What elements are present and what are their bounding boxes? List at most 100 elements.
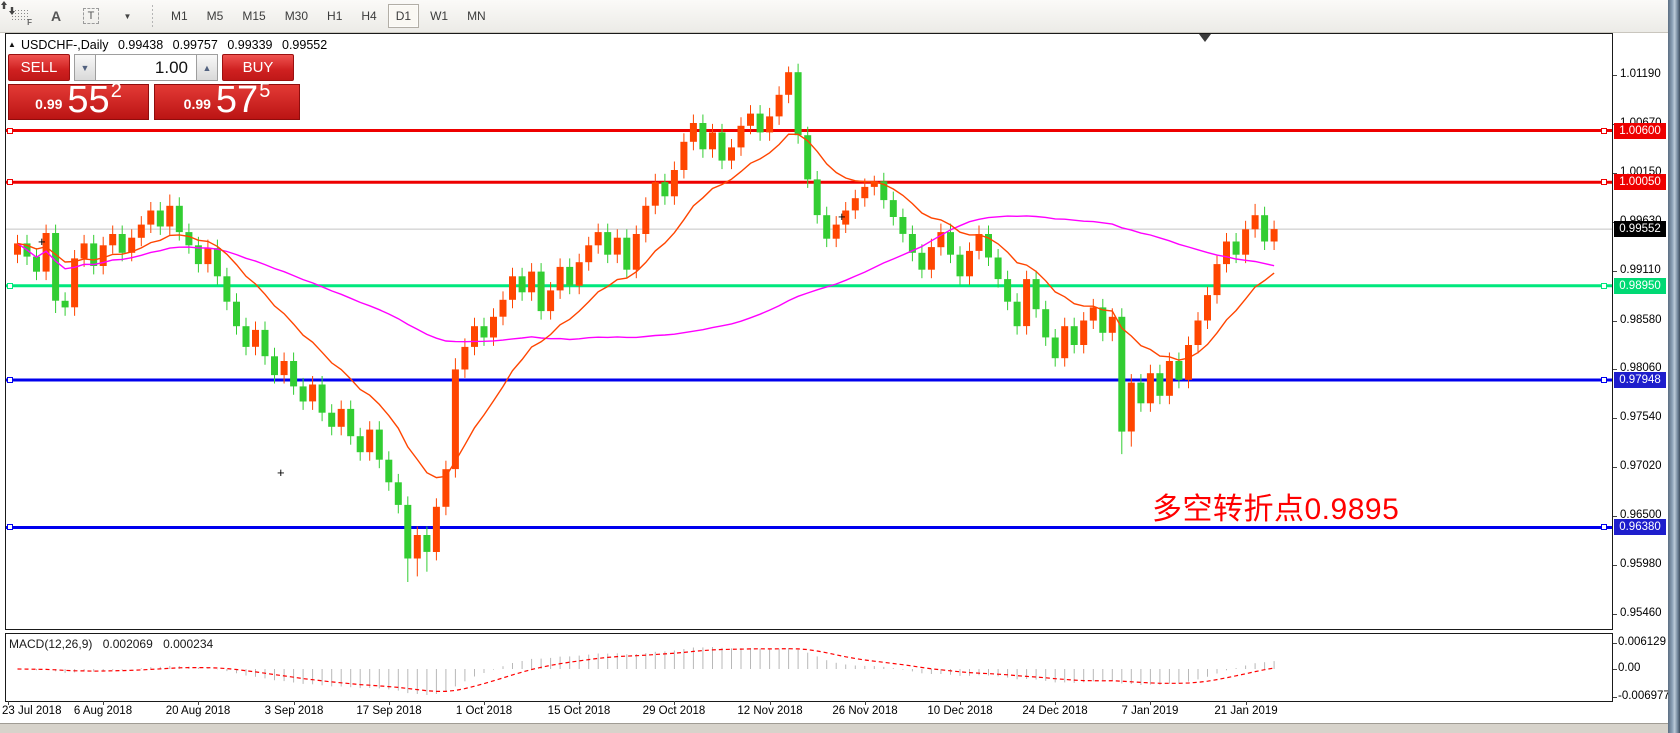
status-strip bbox=[0, 723, 1668, 733]
date-tick bbox=[8, 701, 9, 705]
macd-label: MACD(12,26,9) 0.002069 0.000234 bbox=[9, 637, 220, 651]
date-tick-label: 24 Dec 2018 bbox=[1022, 705, 1088, 717]
collapse-arrow-icon[interactable]: ▲ bbox=[8, 40, 16, 49]
dropdown-caret-icon[interactable]: ▼ bbox=[123, 11, 132, 21]
price-tick bbox=[1613, 369, 1617, 370]
date-tick bbox=[294, 701, 295, 705]
buy-price-display[interactable]: 0.99 57 5 bbox=[154, 78, 300, 121]
ma-slow-line bbox=[17, 215, 1275, 343]
timeframe-button-d1[interactable]: D1 bbox=[387, 4, 420, 28]
timeframe-button-h1[interactable]: H1 bbox=[327, 9, 343, 23]
macd-tick-label: -0.006977 bbox=[1618, 690, 1670, 702]
ohlc-close: 0.99552 bbox=[282, 38, 328, 52]
price-tick-label: 0.98580 bbox=[1620, 314, 1662, 326]
price-tick-label: 0.95460 bbox=[1620, 607, 1662, 619]
timeframe-button-m30[interactable]: M30 bbox=[284, 9, 309, 23]
line-drag-handle[interactable] bbox=[7, 283, 13, 289]
line-price-badge: 0.97948 bbox=[1614, 372, 1666, 388]
price-tick-label: 0.97020 bbox=[1620, 460, 1662, 472]
one-click-trade-panel: SELL ▼ ▲ BUY 0.99 55 2 0.99 57 5 bbox=[8, 54, 300, 120]
line-drag-handle[interactable] bbox=[1601, 524, 1607, 530]
sell-button[interactable]: SELL bbox=[8, 54, 70, 81]
date-tick-label: 7 Jan 2019 bbox=[1121, 705, 1179, 717]
date-tick-label: 17 Sep 2018 bbox=[356, 705, 422, 717]
timeframe-button-m5[interactable]: M5 bbox=[206, 9, 224, 23]
timeframe-button-w1[interactable]: W1 bbox=[430, 9, 449, 23]
line-price-badge: 1.00050 bbox=[1614, 174, 1666, 190]
text-label-icon[interactable]: A bbox=[50, 8, 62, 24]
timeframe-button-m15[interactable]: M15 bbox=[242, 9, 266, 23]
buy-price-pips: 57 bbox=[215, 78, 259, 121]
toolbar-separator bbox=[152, 5, 153, 27]
line-drag-handle[interactable] bbox=[1601, 283, 1607, 289]
sell-price-base: 0.99 bbox=[35, 96, 63, 112]
macd-main-value: 0.002069 bbox=[102, 637, 153, 651]
line-drag-handle[interactable] bbox=[1601, 179, 1607, 185]
sell-price-display[interactable]: 0.99 55 2 bbox=[8, 80, 149, 120]
plus-mark-object[interactable]: + bbox=[277, 465, 285, 480]
chart-header: USDCHF-,Daily 0.99438 0.99757 0.99339 0.… bbox=[21, 38, 333, 52]
sell-price-point: 2 bbox=[110, 80, 122, 102]
buy-price-base: 0.99 bbox=[183, 96, 211, 112]
volume-increase-button[interactable]: ▲ bbox=[196, 54, 218, 81]
date-tick-label: 3 Sep 2018 bbox=[264, 705, 324, 717]
date-tick bbox=[865, 701, 866, 705]
date-tick-label: 20 Aug 2018 bbox=[165, 705, 231, 717]
date-tick-label: 23 Jul 2018 bbox=[2, 705, 62, 717]
date-tick bbox=[770, 701, 771, 705]
text-box-icon[interactable]: T bbox=[78, 4, 104, 28]
line-drag-handle[interactable] bbox=[7, 377, 13, 383]
macd-panel bbox=[5, 633, 1613, 702]
line-drag-handle[interactable] bbox=[1601, 377, 1607, 383]
price-tick-label: 0.98060 bbox=[1620, 362, 1662, 374]
date-tick bbox=[103, 701, 104, 705]
line-drag-handle[interactable] bbox=[7, 179, 13, 185]
timeframe-button-h4[interactable]: H4 bbox=[361, 9, 377, 23]
macd-signal-value: 0.000234 bbox=[163, 637, 214, 651]
date-tick-label: 1 Oct 2018 bbox=[455, 705, 513, 717]
price-tick-label: 0.96500 bbox=[1620, 509, 1662, 521]
macd-tick bbox=[1613, 697, 1617, 698]
date-tick bbox=[1055, 701, 1056, 705]
chart-shift-marker[interactable] bbox=[1199, 34, 1211, 42]
price-tick-label: 0.95980 bbox=[1620, 558, 1662, 570]
ohlc-high: 0.99757 bbox=[172, 38, 218, 52]
macd-signal-line bbox=[17, 648, 1275, 693]
price-tick bbox=[1613, 321, 1617, 322]
timeframe-button-mn[interactable]: MN bbox=[467, 9, 486, 23]
candlestick-chart[interactable] bbox=[6, 34, 1612, 629]
price-tick bbox=[1613, 516, 1617, 517]
date-tick bbox=[1150, 701, 1151, 705]
buy-button[interactable]: BUY bbox=[222, 54, 294, 81]
plus-mark-object[interactable]: + bbox=[838, 209, 846, 224]
macd-tick-label: 0.00 bbox=[1618, 662, 1641, 674]
macd-tick bbox=[1613, 669, 1617, 670]
date-tick-label: 26 Nov 2018 bbox=[832, 705, 898, 717]
timeframe-button-m1[interactable]: M1 bbox=[171, 9, 188, 23]
volume-input[interactable] bbox=[96, 54, 196, 81]
price-tick-label: 0.99110 bbox=[1620, 264, 1661, 276]
price-tick bbox=[1613, 271, 1617, 272]
date-tick-label: 6 Aug 2018 bbox=[73, 705, 133, 717]
annotation-text-object[interactable]: 多空转折点0.9895 bbox=[1152, 493, 1400, 526]
main-chart-panel[interactable] bbox=[5, 33, 1613, 630]
plus-mark-object[interactable]: + bbox=[38, 234, 46, 249]
price-tick bbox=[1613, 565, 1617, 566]
ohlc-open: 0.99438 bbox=[117, 38, 164, 52]
date-tick bbox=[960, 701, 961, 705]
date-tick-label: 29 Oct 2018 bbox=[642, 705, 706, 717]
line-drag-handle[interactable] bbox=[7, 128, 13, 134]
line-price-badge: 0.96380 bbox=[1614, 519, 1666, 535]
price-tick bbox=[1613, 173, 1617, 174]
line-drag-handle[interactable] bbox=[7, 524, 13, 530]
volume-decrease-button[interactable]: ▼ bbox=[74, 54, 96, 81]
indicator-grid-icon[interactable]: F bbox=[8, 4, 34, 28]
arrow-objects-icon[interactable]: ▼ bbox=[1, 1, 139, 28]
date-tick bbox=[1246, 701, 1247, 705]
line-price-badge: 1.00600 bbox=[1614, 123, 1666, 139]
date-tick bbox=[389, 701, 390, 705]
line-drag-handle[interactable] bbox=[1601, 128, 1607, 134]
ma-fast-line bbox=[17, 133, 1275, 479]
line-price-badge: 0.98950 bbox=[1614, 278, 1666, 294]
window-edge bbox=[1668, 0, 1680, 733]
